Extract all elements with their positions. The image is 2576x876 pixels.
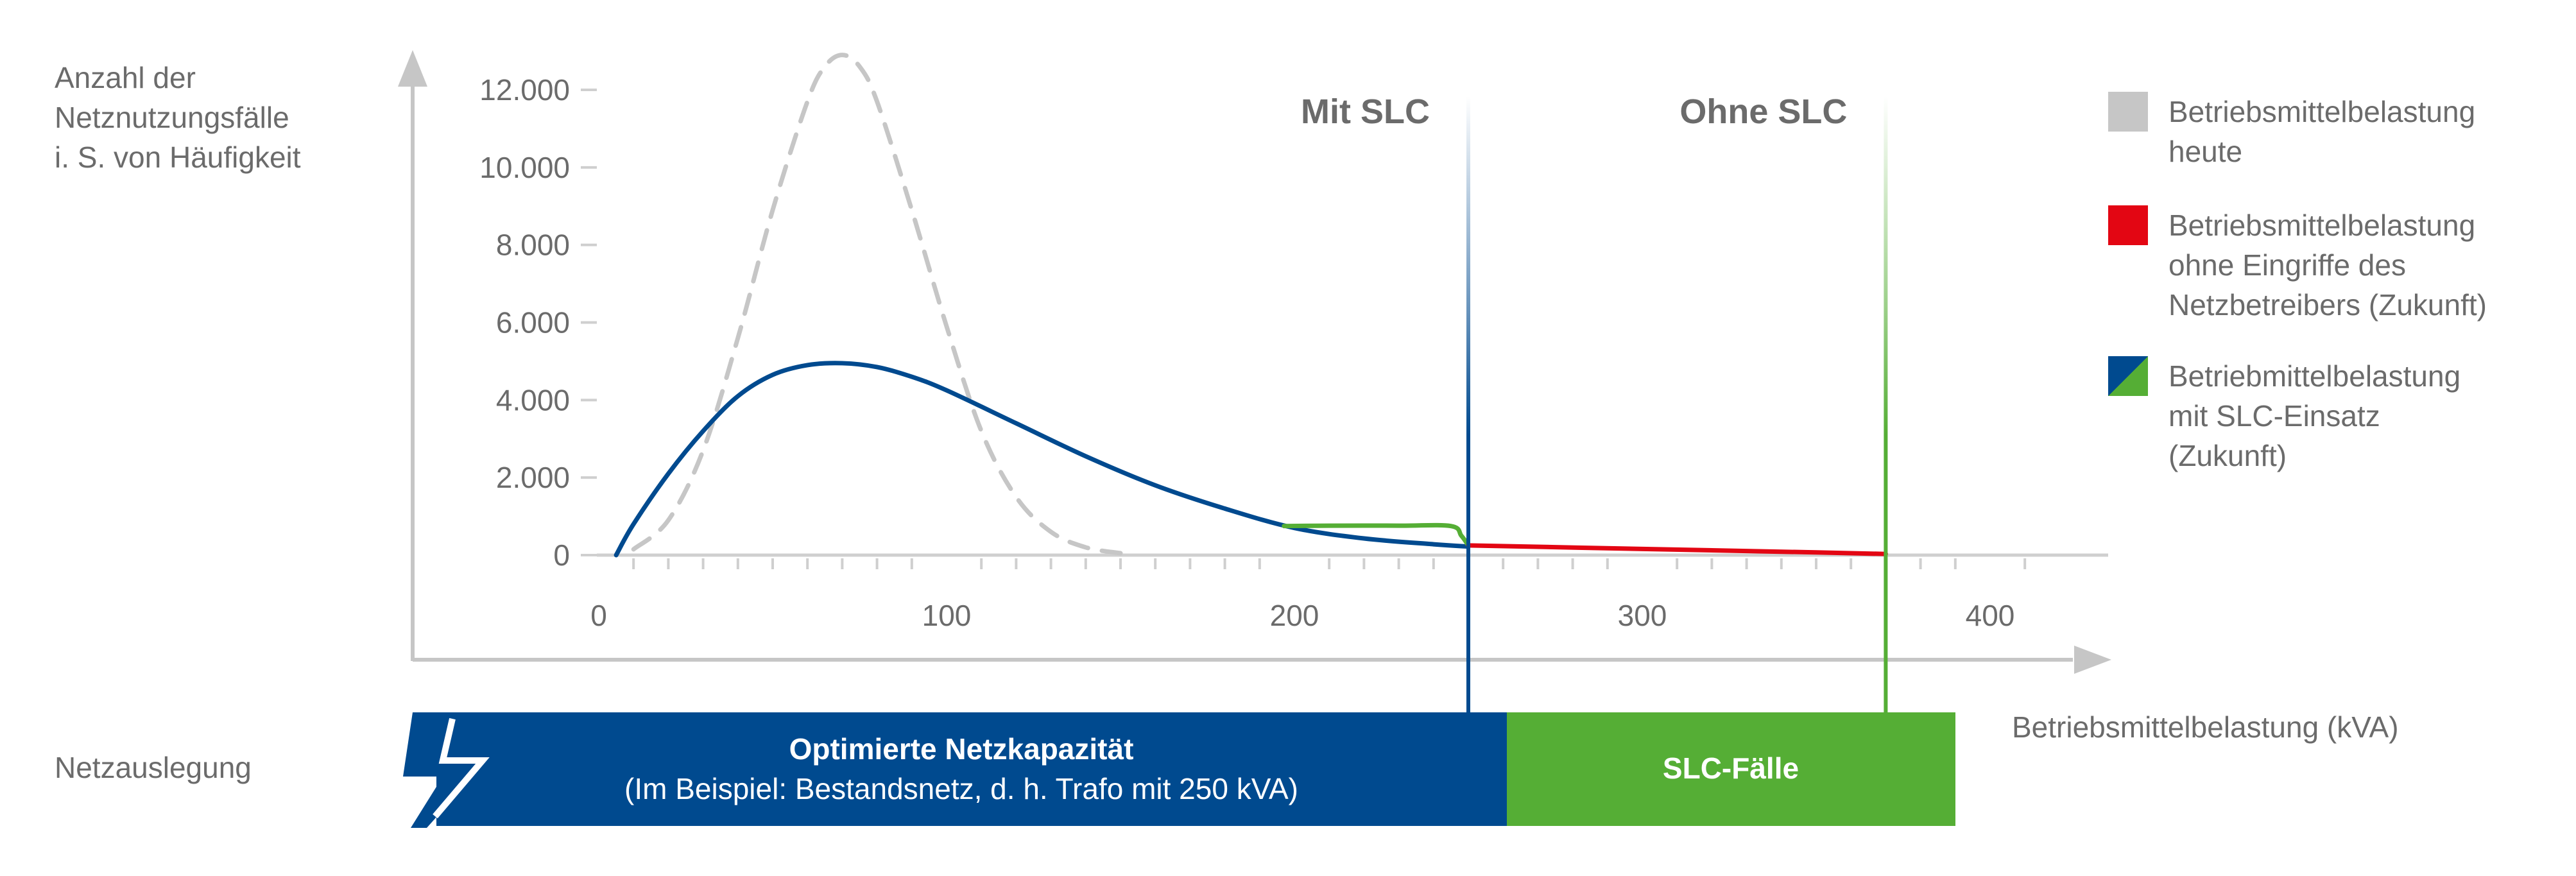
series-slc-blue (614, 361, 1471, 558)
y-tick-label: 6.000 (496, 306, 570, 339)
series-slc-green (1282, 522, 1471, 548)
slc-cases-band (1507, 712, 1955, 826)
x-axis-arrow (2074, 646, 2111, 674)
x-axis-label: Betriebsmittelbelastung (kVA) (2012, 710, 2399, 744)
y-tick-label: 8.000 (496, 228, 570, 262)
y-axis-label: Anzahl der Netznutzungsfälle i. S. von H… (55, 61, 301, 174)
y-tick-label: 12.000 (479, 73, 570, 107)
legend-label-heute: Betriebsmittelbelastung heute (2168, 95, 2476, 168)
optimized-capacity-band (436, 712, 1507, 826)
x-tick-label: 400 (1966, 599, 2015, 632)
slc-band-title: SLC-Fälle (1663, 751, 1799, 785)
y-tick-label: 0 (553, 538, 570, 572)
mit-slc-line (1466, 96, 1470, 712)
legend-item-ohne-eingriffe: Betriebsmittelbelastung ohne Eingriffe d… (2108, 205, 2487, 325)
ohne-slc-label: Ohne SLC (1679, 92, 1847, 131)
legend-swatch-ohne-eingriffe (2108, 205, 2148, 245)
legend-swatch-slc-einsatz (2108, 356, 2148, 396)
x-tick-label: 300 (1618, 599, 1667, 632)
lightning-bolt-icon (403, 712, 491, 828)
lightning-bolt-outline (433, 717, 490, 819)
optimized-band-title: Optimierte Netzkapazität (789, 732, 1134, 766)
legend-label-ohne-eingriffe: Betriebsmittelbelastung ohne Eingriffe d… (2168, 209, 2487, 322)
x-tick-label: 100 (922, 599, 972, 632)
legend-item-heute: Betriebsmittelbelastung heute (2108, 92, 2475, 171)
series-heute-dashed (631, 53, 1123, 556)
y-tick-label: 10.000 (479, 151, 570, 184)
y-axis-arrow (398, 50, 427, 87)
x-tick-label: 200 (1270, 599, 1319, 632)
optimized-band-subtitle: (Im Beispiel: Bestandsnetz, d. h. Trafo … (624, 772, 1298, 805)
x-tick-label: 0 (590, 599, 607, 632)
mit-slc-label: Mit SLC (1301, 92, 1430, 131)
y-tick-label: 2.000 (496, 461, 570, 494)
y-tick-label: 4.000 (496, 383, 570, 417)
legend-item-slc-einsatz: Betriebmittelbelastung mit SLC-Einsatz (… (2108, 356, 2460, 476)
ohne-slc-line (1884, 96, 1888, 712)
legend-label-slc-einsatz: Betriebmittelbelastung mit SLC-Einsatz (… (2168, 359, 2461, 472)
netzauslegung-label: Netzauslegung (55, 751, 252, 784)
legend-swatch-heute (2108, 92, 2148, 132)
series-ohne-eingriffe-red (1466, 543, 1888, 556)
